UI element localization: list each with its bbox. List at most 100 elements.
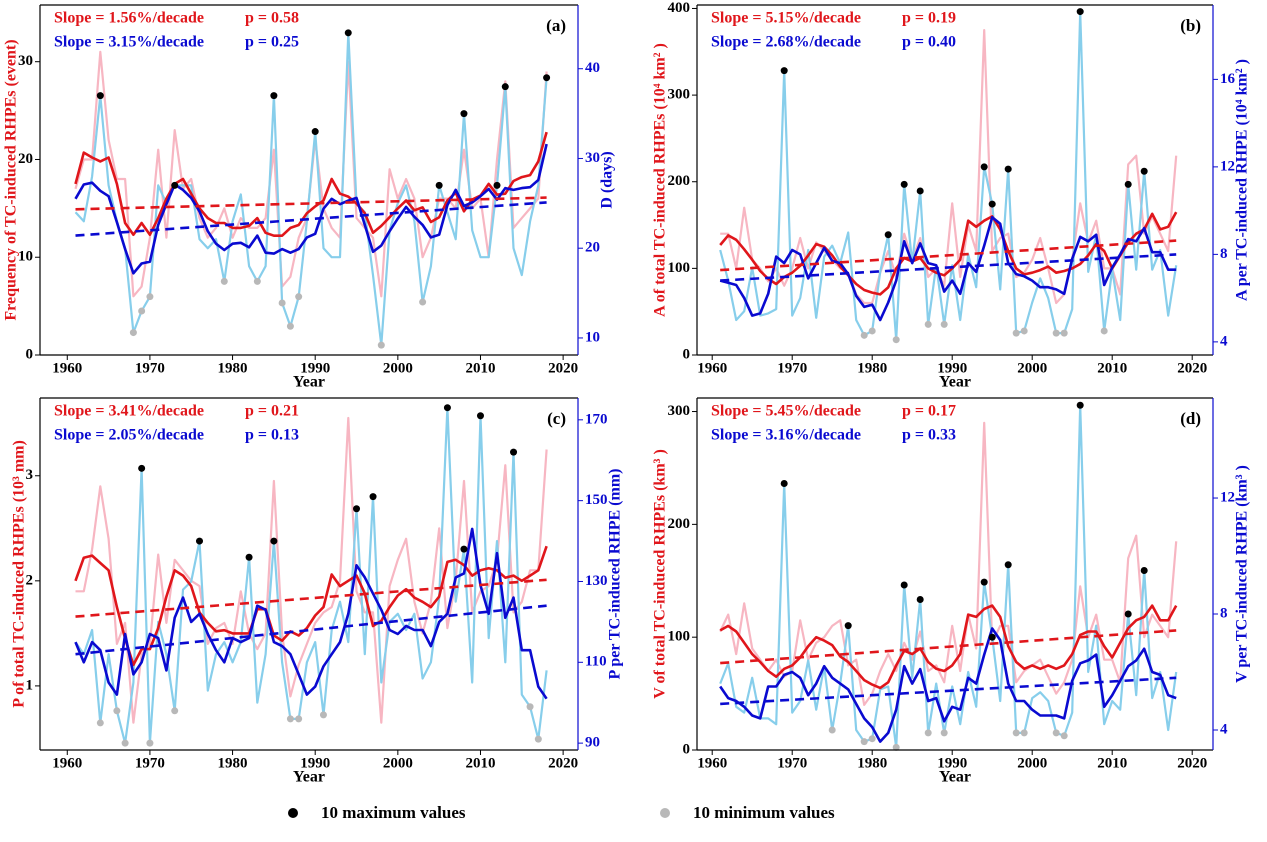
x-tick-label: 2010 — [465, 360, 495, 376]
y2-tick-label: 170 — [585, 411, 608, 427]
extreme-point — [1020, 327, 1028, 335]
series-line — [719, 404, 1178, 749]
p-annotation: p = 0.40 — [902, 34, 956, 51]
extreme-point — [510, 448, 518, 456]
series-line — [719, 627, 1177, 743]
x-tick-label: 1970 — [135, 755, 165, 771]
extreme-point — [988, 633, 996, 641]
extreme-point — [96, 719, 104, 727]
series-line — [74, 527, 548, 700]
extreme-point — [900, 581, 908, 589]
extreme-point — [892, 743, 900, 751]
extreme-point — [1004, 561, 1012, 569]
x-tick-label: 1980 — [218, 755, 248, 771]
extreme-point — [171, 707, 179, 715]
extreme-point — [844, 622, 852, 630]
extreme-point — [940, 320, 948, 328]
extreme-point — [1012, 329, 1020, 337]
y-tick-label: 200 — [668, 516, 691, 532]
extreme-point — [443, 404, 451, 412]
extreme-point — [476, 412, 484, 420]
extreme-point — [286, 715, 294, 723]
legend-label: 10 maximum values — [321, 803, 466, 822]
x-tick-label: 1960 — [52, 360, 82, 376]
extreme-point — [138, 464, 146, 472]
y-axis-label: P of total TC-induced RHPEs (10³ mm) — [11, 440, 28, 708]
extreme-point — [860, 331, 868, 339]
x-tick-label: 2020 — [548, 360, 578, 376]
x-tick-label: 1960 — [52, 755, 82, 771]
x-tick-label: 2000 — [1017, 755, 1047, 771]
extreme-point — [892, 336, 900, 344]
extreme-point — [1124, 610, 1132, 618]
y2-tick-label: 4 — [1220, 333, 1228, 349]
extreme-point — [1124, 180, 1132, 188]
y2-tick-label: 20 — [585, 240, 600, 256]
extreme-point — [245, 553, 253, 561]
panel-label: (d) — [1180, 409, 1201, 428]
legend-item: 10 minimum values — [660, 803, 835, 822]
extreme-point — [940, 729, 948, 737]
extreme-point — [311, 128, 319, 136]
extreme-point — [916, 596, 924, 604]
y-tick-label: 200 — [668, 173, 691, 189]
x-tick-label: 1980 — [857, 755, 887, 771]
x-tick-label: 2020 — [1177, 755, 1207, 771]
extreme-point — [220, 277, 228, 285]
extreme-point — [270, 537, 278, 545]
slope-annotation: Slope = 3.15%/decade — [54, 34, 204, 51]
x-tick-label: 1980 — [857, 360, 887, 376]
series-line — [74, 545, 548, 667]
extreme-point — [543, 74, 551, 82]
extreme-point — [780, 67, 788, 75]
x-axis-label: Year — [939, 374, 971, 391]
extreme-point — [460, 545, 468, 553]
panel: 1960 1970 1980 1990 2000 2010 2020 1 2 3 90 110 130 1… — [11, 397, 624, 786]
panel-label: (b) — [1180, 16, 1201, 35]
y-tick-label: 0 — [683, 741, 691, 757]
p-annotation: p = 0.21 — [245, 403, 299, 420]
y2-axis-label: V per TC-induced RHPE (km³ ) — [1234, 465, 1251, 683]
x-tick-label: 1970 — [777, 360, 807, 376]
extreme-point — [344, 29, 352, 37]
y2-tick-label: 10 — [585, 329, 600, 345]
extreme-point — [1004, 165, 1012, 173]
y-tick-label: 10 — [18, 249, 33, 265]
extreme-point — [980, 578, 988, 586]
extreme-point — [129, 329, 137, 337]
x-tick-label: 2010 — [1097, 755, 1127, 771]
p-annotation: p = 0.13 — [245, 427, 299, 444]
extreme-point — [868, 735, 876, 743]
x-tick-label: 2020 — [1177, 360, 1207, 376]
series-line — [74, 143, 548, 275]
extreme-point — [916, 187, 924, 195]
y2-tick-label: 110 — [585, 654, 607, 670]
extreme-point — [121, 739, 129, 747]
series-line — [719, 421, 1178, 706]
extreme-point — [113, 707, 121, 715]
y2-tick-label: 8 — [1220, 605, 1228, 621]
slope-annotation: Slope = 1.56%/decade — [54, 10, 204, 27]
extreme-point — [924, 320, 932, 328]
extreme-point — [501, 83, 509, 91]
y-tick-label: 300 — [668, 403, 691, 419]
y2-tick-label: 12 — [1220, 489, 1235, 505]
extreme-point — [980, 163, 988, 171]
y2-tick-label: 150 — [585, 492, 608, 508]
extreme-point — [1140, 167, 1148, 175]
extreme-point — [146, 293, 154, 301]
y-tick-label: 100 — [668, 260, 691, 276]
x-tick-label: 1960 — [697, 360, 727, 376]
x-tick-label: 2010 — [465, 755, 495, 771]
extreme-point — [884, 231, 892, 239]
x-tick-label: 1990 — [300, 360, 330, 376]
panel: 1960 1970 1980 1990 2000 2010 2020 0 100 200 300 4 8… — [652, 397, 1251, 786]
p-annotation: p = 0.33 — [902, 427, 956, 444]
y-tick-label: 100 — [668, 629, 691, 645]
y-axis-label: V of total TC-induced RHPEs (km³ ) — [652, 449, 669, 699]
extreme-point — [828, 726, 836, 734]
series-line — [719, 604, 1178, 690]
x-tick-label: 1990 — [937, 360, 967, 376]
y2-tick-label: 12 — [1220, 158, 1235, 174]
